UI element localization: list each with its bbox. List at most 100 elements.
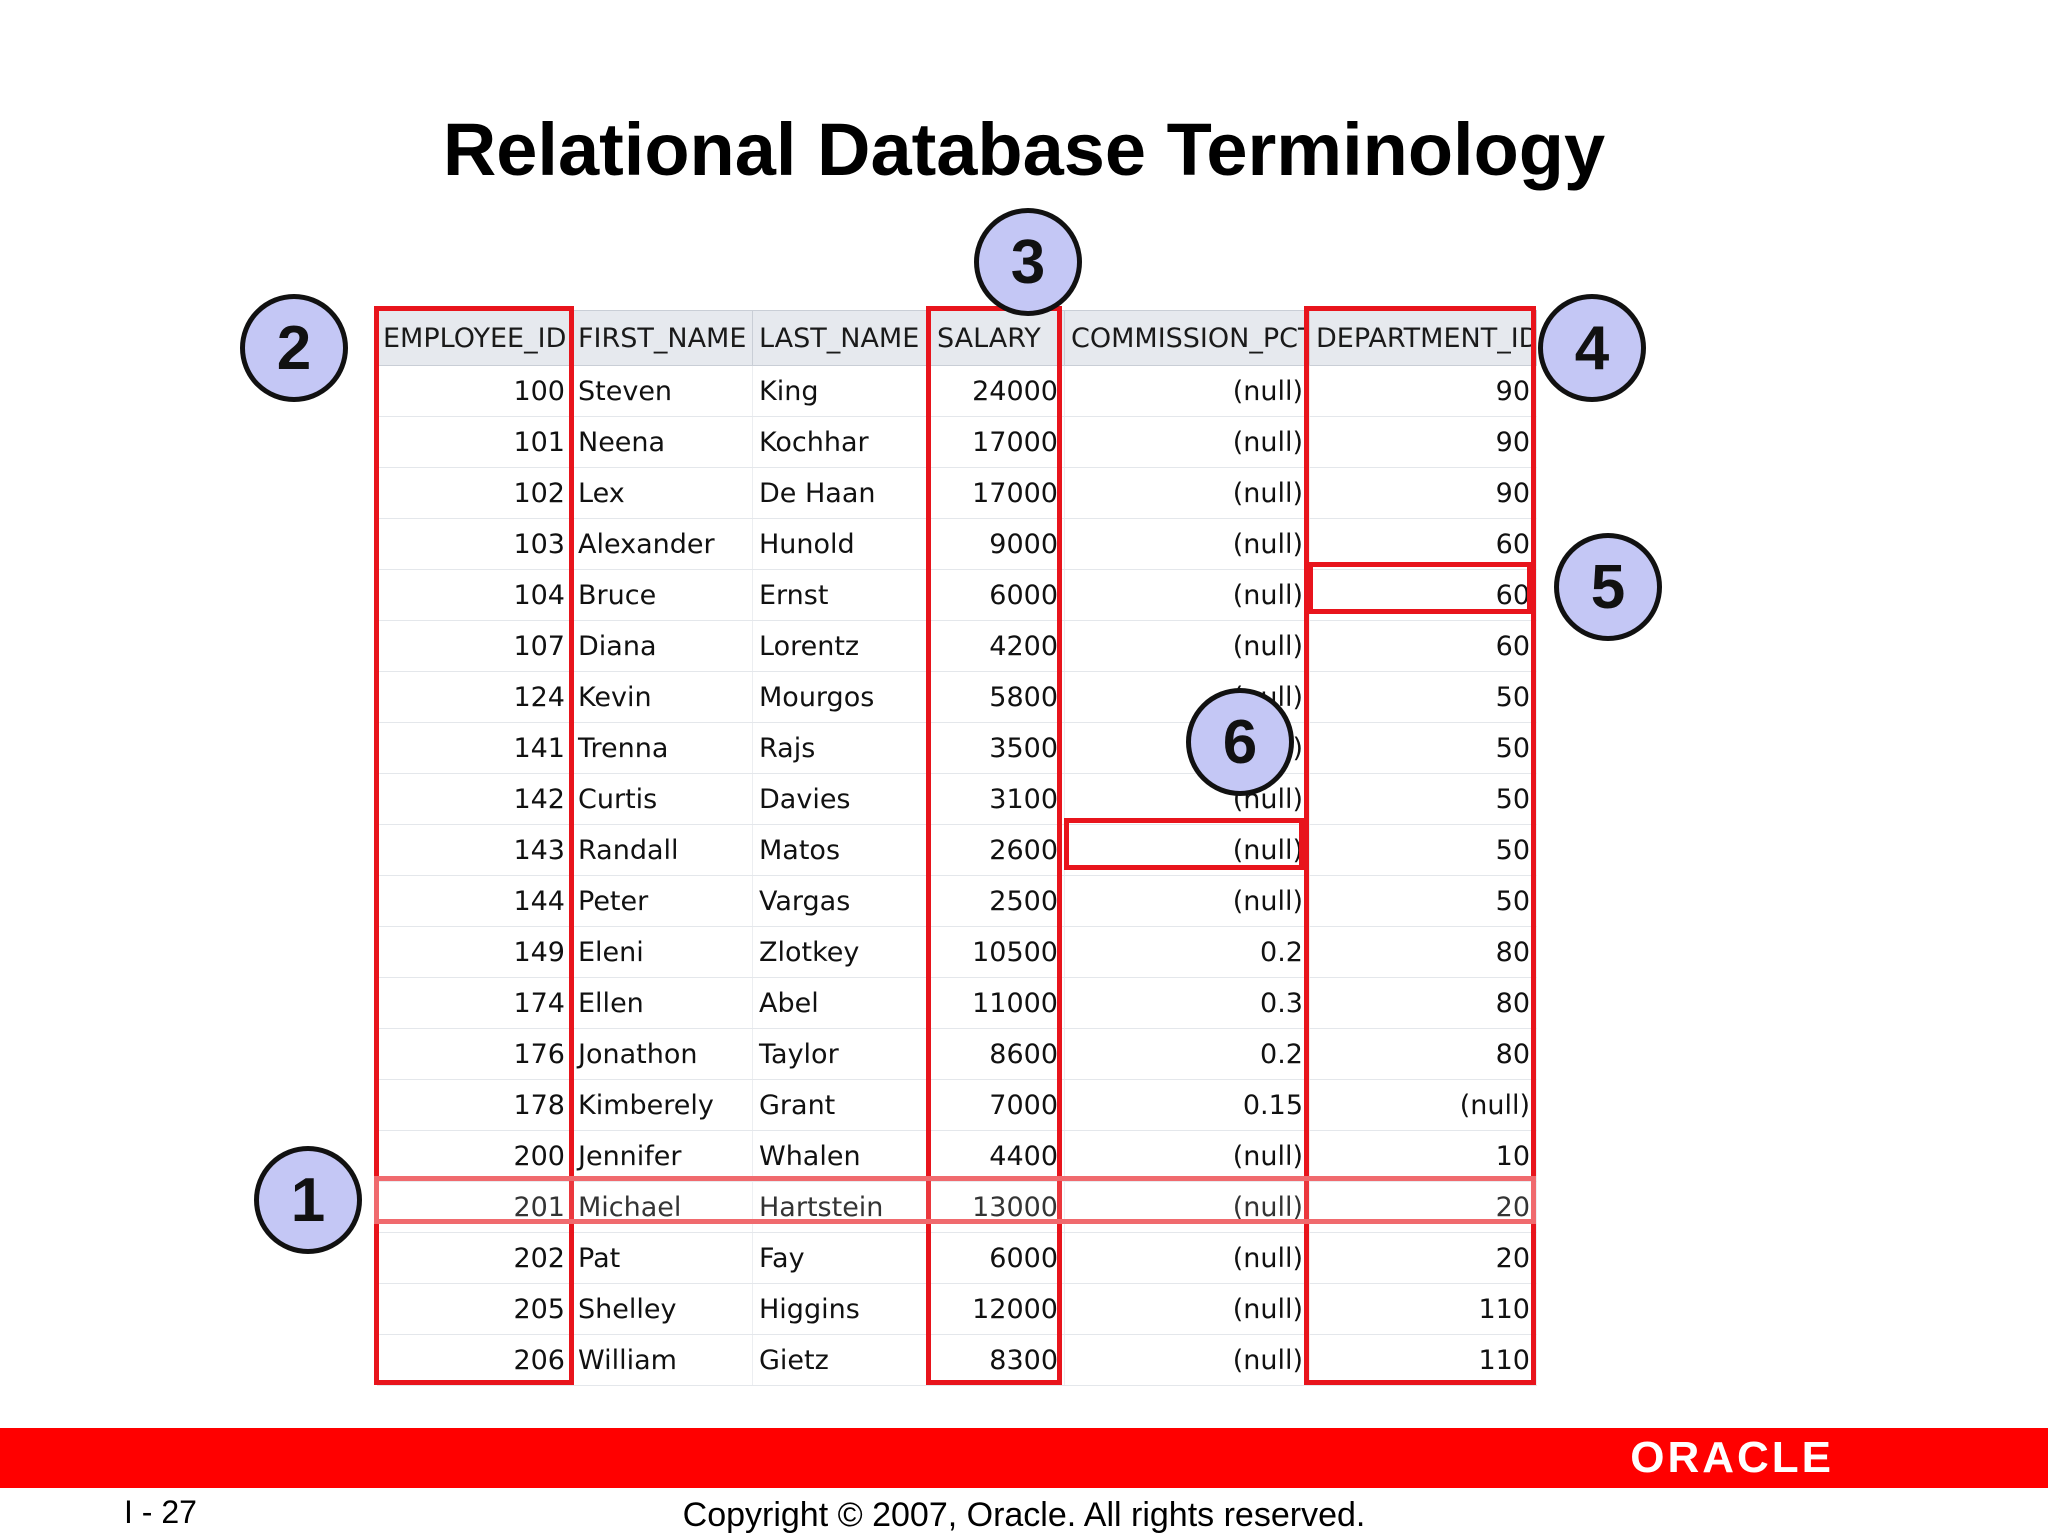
table-cell: 0.2 (1064, 1028, 1310, 1080)
table-cell: Vargas (752, 875, 931, 927)
table-cell: 60 (1309, 518, 1537, 570)
table-row: 102 Lex De Haan 17000 (null) 90 (376, 467, 1537, 519)
table-cell: 13000 (930, 1181, 1065, 1233)
table-cell: 5800 (930, 671, 1065, 723)
table-cell: (null) (1064, 1334, 1310, 1386)
table-cell: Randall (571, 824, 753, 876)
table-cell: Davies (752, 773, 931, 825)
table-cell: (null) (1309, 1079, 1537, 1131)
table-cell: 10500 (930, 926, 1065, 978)
table-cell: (null) (1064, 467, 1310, 519)
table-cell: (null) (1064, 875, 1310, 927)
table-cell: Alexander (571, 518, 753, 570)
column-header-first-name: FIRST_NAME (571, 310, 753, 366)
table-cell: 17000 (930, 416, 1065, 468)
table-cell: 6000 (930, 1232, 1065, 1284)
callout-5: 5 (1554, 533, 1662, 641)
table-row: 174 Ellen Abel 11000 0.3 80 (376, 977, 1537, 1029)
table-row: 142 Curtis Davies 3100 (null) 50 (376, 773, 1537, 825)
table-row: 202 Pat Fay 6000 (null) 20 (376, 1232, 1537, 1284)
table-header-row: EMPLOYEE_ID FIRST_NAME LAST_NAME SALARY COMM… (376, 310, 1537, 366)
table-cell: Curtis (571, 773, 753, 825)
table-row: 178 Kimberely Grant 7000 0.15 (null) (376, 1079, 1537, 1131)
table-cell: 6000 (930, 569, 1065, 621)
table-cell: (null) (1064, 518, 1310, 570)
table-cell: Grant (752, 1079, 931, 1131)
table-cell: William (571, 1334, 753, 1386)
table-row: 200 Jennifer Whalen 4400 (null) 10 (376, 1130, 1537, 1182)
table-cell: Higgins (752, 1283, 931, 1335)
table-cell: 50 (1309, 671, 1537, 723)
table-row: 100 Steven King 24000 (null) 90 (376, 365, 1537, 417)
table-cell: Michael (571, 1181, 753, 1233)
table-cell: Jonathon (571, 1028, 753, 1080)
table-cell: 17000 (930, 467, 1065, 519)
table-row: 144 Peter Vargas 2500 (null) 50 (376, 875, 1537, 927)
column-header-employee-id: EMPLOYEE_ID (376, 310, 572, 366)
table-cell: 50 (1309, 875, 1537, 927)
table-cell: Shelley (571, 1283, 753, 1335)
table-cell: (null) (1064, 1181, 1310, 1233)
table-cell: 50 (1309, 773, 1537, 825)
table-cell: Trenna (571, 722, 753, 774)
table-cell: 90 (1309, 467, 1537, 519)
table-cell: Fay (752, 1232, 931, 1284)
table-cell: Jennifer (571, 1130, 753, 1182)
table-cell: 20 (1309, 1232, 1537, 1284)
table-row: 103 Alexander Hunold 9000 (null) 60 (376, 518, 1537, 570)
table-cell: 141 (376, 722, 572, 774)
table-cell: 2600 (930, 824, 1065, 876)
table-cell: Hunold (752, 518, 931, 570)
copyright-notice: Copyright © 2007, Oracle. All rights res… (682, 1496, 1366, 1534)
slide-title: Relational Database Terminology (442, 108, 1606, 191)
table-cell: Kimberely (571, 1079, 753, 1131)
table-cell: 104 (376, 569, 572, 621)
table-cell: Ernst (752, 569, 931, 621)
table-cell: Abel (752, 977, 931, 1029)
table-cell: 60 (1309, 620, 1537, 672)
callout-4: 4 (1538, 294, 1646, 402)
column-header-department-id: DEPARTMENT_ID (1309, 310, 1537, 366)
page-number: I - 27 (124, 1494, 197, 1530)
table-cell: (null) (1064, 1232, 1310, 1284)
table-cell: 50 (1309, 722, 1537, 774)
callout-2: 2 (240, 294, 348, 402)
table-row: 143 Randall Matos 2600 (null) 50 (376, 824, 1537, 876)
table-cell: 3500 (930, 722, 1065, 774)
table-row: 107 Diana Lorentz 4200 (null) 60 (376, 620, 1537, 672)
table-cell: 103 (376, 518, 572, 570)
table-cell: 8600 (930, 1028, 1065, 1080)
table-cell: 50 (1309, 824, 1537, 876)
table-cell: Pat (571, 1232, 753, 1284)
table-cell: 176 (376, 1028, 572, 1080)
table-cell: (null) (1064, 1130, 1310, 1182)
table-cell: Neena (571, 416, 753, 468)
table-cell: 142 (376, 773, 572, 825)
table-row: 206 William Gietz 8300 (null) 110 (376, 1334, 1537, 1386)
table-cell: 149 (376, 926, 572, 978)
table-row: 149 Eleni Zlotkey 10500 0.2 80 (376, 926, 1537, 978)
table-cell: 2500 (930, 875, 1065, 927)
table-cell: 80 (1309, 1028, 1537, 1080)
table-cell: Matos (752, 824, 931, 876)
table-cell: 178 (376, 1079, 572, 1131)
callout-1: 1 (254, 1146, 362, 1254)
table-cell: Mourgos (752, 671, 931, 723)
table-cell: 0.3 (1064, 977, 1310, 1029)
table-cell: 90 (1309, 365, 1537, 417)
table-row: 201 Michael Hartstein 13000 (null) 20 (376, 1181, 1537, 1233)
table-cell: (null) (1064, 1283, 1310, 1335)
table-cell: 0.2 (1064, 926, 1310, 978)
column-header-commission-pct: COMMISSION_PCT (1064, 310, 1310, 366)
table-cell: (null) (1064, 365, 1310, 417)
table-cell: 206 (376, 1334, 572, 1386)
table-cell: Hartstein (752, 1181, 931, 1233)
table-cell: Whalen (752, 1130, 931, 1182)
table-cell: Taylor (752, 1028, 931, 1080)
column-header-salary: SALARY (930, 310, 1065, 366)
table-cell: 3100 (930, 773, 1065, 825)
table-body: 100 Steven King 24000 (null) 90 101 Neena Kochha… (376, 365, 1537, 1386)
table-cell: 144 (376, 875, 572, 927)
table-cell: 9000 (930, 518, 1065, 570)
